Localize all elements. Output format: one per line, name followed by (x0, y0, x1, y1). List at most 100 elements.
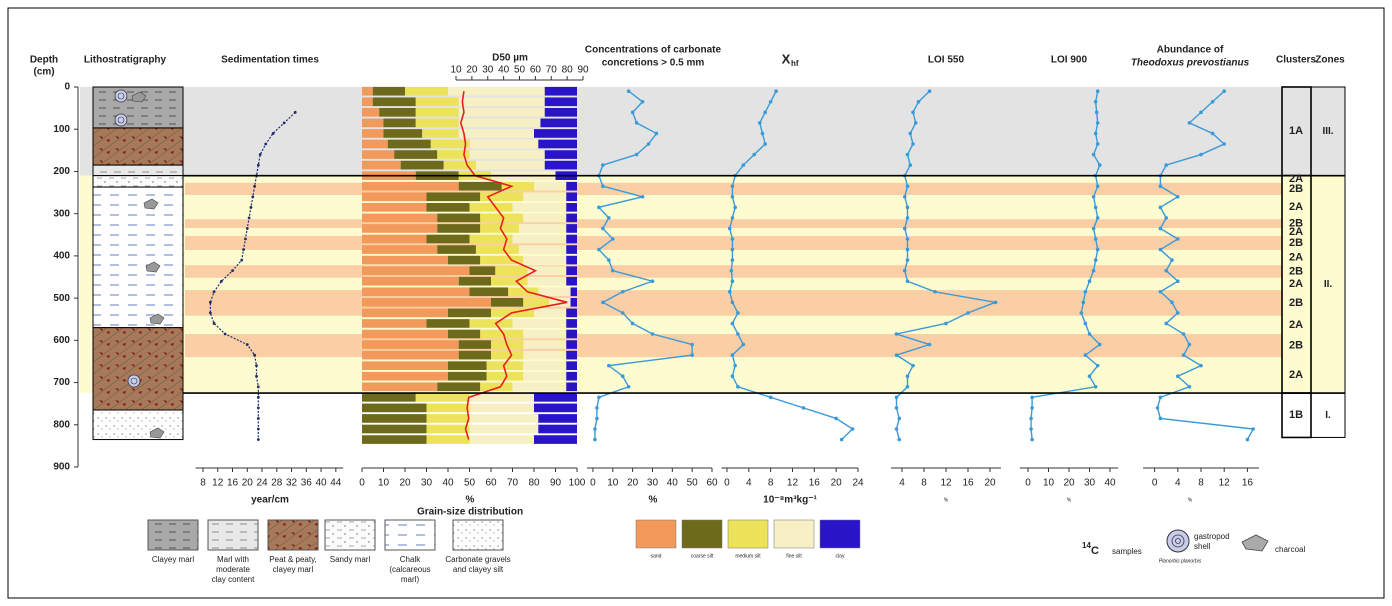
curve-xlabel: % (649, 495, 658, 506)
grain-segment (534, 309, 566, 318)
grain-segment (362, 235, 427, 244)
curve-tick-label: 16 (227, 478, 239, 489)
grain-legend-label: fine silt (786, 553, 802, 559)
cluster-band (185, 87, 1282, 176)
grain-segment (534, 129, 577, 138)
curve-tick-label: 10 (607, 478, 619, 489)
curve-point (1199, 364, 1203, 368)
curve-point (1188, 121, 1192, 125)
grain-legend-label: sand (651, 553, 662, 559)
curve-point (601, 163, 605, 167)
depth-tick-label: 400 (53, 251, 70, 262)
curve-point (1222, 89, 1226, 93)
cluster-band (185, 250, 1282, 265)
grain-segment (523, 214, 566, 223)
grain-legend-swatch (682, 520, 722, 548)
cluster-label: 2A (1289, 201, 1303, 213)
grain-segment (362, 150, 394, 159)
grain-segment (476, 245, 519, 254)
lithology-legend-label: Marl with (217, 555, 249, 564)
curve-title: Theodoxus prevostianus (1131, 58, 1250, 69)
curve-point (220, 280, 223, 283)
curve-tick-label: 12 (940, 478, 952, 489)
grain-segment (540, 119, 577, 128)
lithology-legend-label: Peat & peaty, (269, 555, 316, 564)
zones-title: Zones (1315, 55, 1345, 66)
grain-segment (373, 87, 405, 96)
curve-point (752, 153, 756, 157)
curve-point (906, 184, 910, 188)
shell-label: shell (1194, 542, 1211, 551)
grain-segment (523, 372, 566, 381)
curve-point (264, 143, 267, 146)
cluster-label: 1B (1289, 409, 1303, 421)
curve-point (607, 258, 611, 262)
curve-point (1080, 311, 1084, 315)
curve-tick-label: 28 (271, 478, 283, 489)
curve-point (213, 290, 216, 293)
grain-segment (362, 382, 437, 391)
cluster-label: 2A (1289, 251, 1303, 263)
charcoal-label: charcoal (1275, 545, 1305, 554)
d50-tick-label: 50 (514, 65, 526, 76)
curve-point (1176, 374, 1180, 378)
curve-point (731, 258, 735, 262)
lithology-title: Lithostratigraphy (84, 55, 167, 66)
d50-tick-label: 10 (450, 65, 462, 76)
curve-point (731, 279, 735, 283)
curve-point (731, 216, 735, 220)
grain-segment (538, 140, 577, 149)
grain-segment (513, 235, 567, 244)
clusters-title: Clusters (1276, 55, 1316, 66)
shell-icon (1167, 530, 1189, 552)
grain-segment (362, 224, 437, 233)
curve-point (1092, 153, 1096, 157)
grain-legend-swatch (820, 520, 860, 548)
lithology-swatch (268, 520, 318, 550)
curve-point (1096, 142, 1100, 146)
curve-point (1199, 153, 1203, 157)
grain-segment (470, 404, 535, 413)
curve-point (928, 89, 932, 93)
depth-label: (cm) (33, 67, 54, 78)
curve-tick-label: 24 (256, 478, 268, 489)
grain-segment (362, 161, 401, 170)
curve-point (611, 269, 615, 273)
grain-segment (362, 340, 459, 349)
curve-point (895, 332, 899, 336)
grain-segment (379, 108, 416, 117)
curve-point (761, 132, 765, 136)
curve-point (601, 227, 605, 231)
curve-point (607, 364, 611, 368)
grain-segment (470, 150, 545, 159)
curve-point (1159, 290, 1163, 294)
grain-segment (566, 340, 577, 349)
figure: Depth(cm)0100200300400500600700800900Lit… (0, 0, 1392, 606)
grain-legend-swatch (774, 520, 814, 548)
curve-tick-label: 50 (687, 478, 699, 489)
depth-tick-label: 600 (53, 335, 70, 346)
curve-point (1182, 332, 1186, 336)
grain-segment (427, 235, 470, 244)
grain-legend-swatch (728, 520, 768, 548)
grain-segment (480, 192, 523, 201)
d50-title: D50 µm (492, 53, 528, 64)
curve-tick-label: 8 (921, 478, 927, 489)
grain-segment (362, 435, 427, 444)
curve-point (283, 121, 286, 124)
curve-point (1096, 121, 1100, 125)
grain-segment (427, 404, 470, 413)
grain-segment (448, 372, 487, 381)
grain-segment (491, 298, 523, 307)
grain-segment (480, 382, 512, 391)
curve-title: LOI 550 (928, 55, 965, 66)
curve-title-sub: hf (791, 59, 799, 68)
grain-segment (427, 414, 470, 423)
grain-segment (416, 97, 459, 106)
curve-point (897, 438, 901, 442)
lithology-legend-label: moderate (216, 565, 250, 574)
curve-point (897, 417, 901, 421)
curve-point (1030, 438, 1034, 442)
c14-samples: samples (1112, 547, 1142, 556)
grain-segment (571, 287, 577, 296)
